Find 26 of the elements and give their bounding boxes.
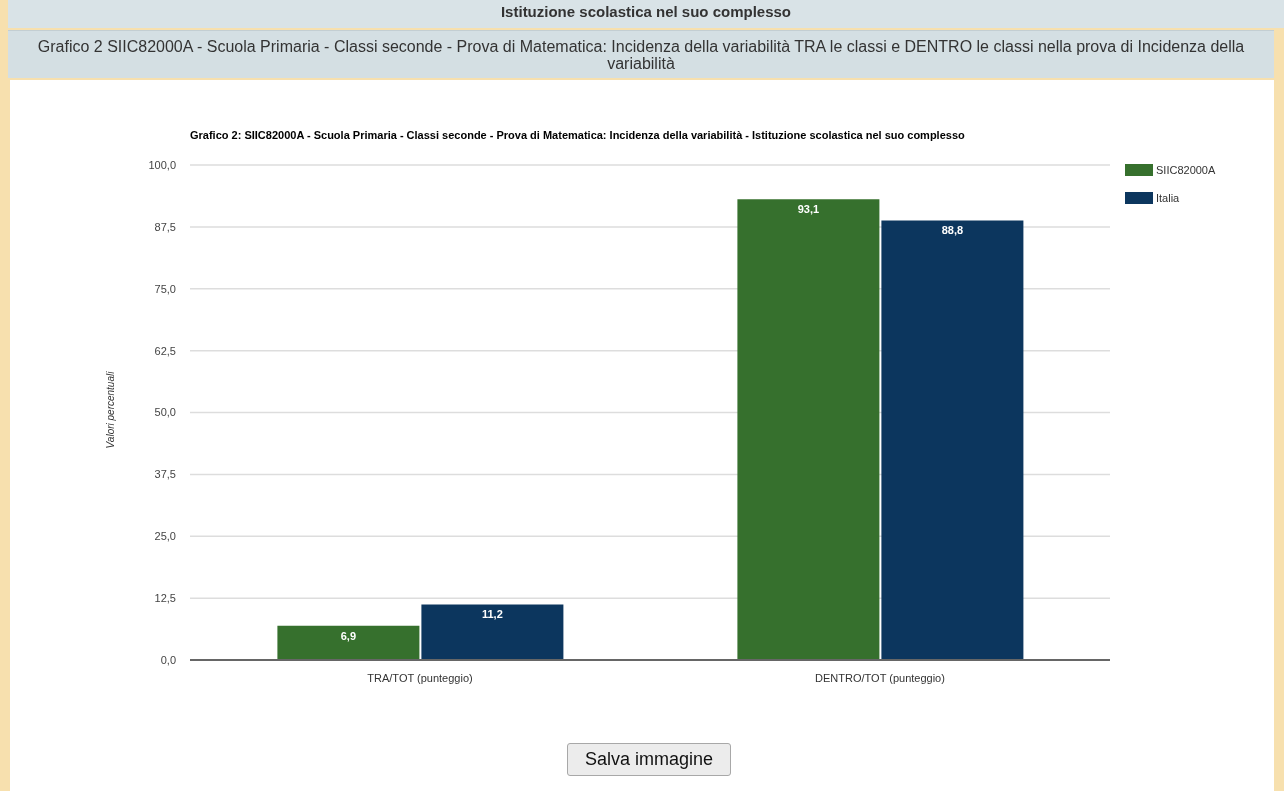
chart-title: Grafico 2: SIIC82000A - Scuola Primaria - Classi seconde - Prova di Matematica: Incidenza della variabilità - Istituzione scolastica nel suo complesso: [190, 129, 965, 141]
y-tick-label: 75,0: [154, 282, 176, 295]
bar: [737, 199, 880, 660]
save-image-button[interactable]: Salva immagine: [567, 743, 731, 776]
legend-label: SIIC82000A: [1156, 164, 1216, 176]
y-tick-label: 62,5: [154, 344, 176, 357]
x-tick-label: DENTRO/TOT (punteggio): [815, 671, 945, 684]
data-label: 6,9: [340, 629, 357, 642]
data-label: 93,1: [797, 202, 820, 215]
text: Istituzione scolastica nel suo complesso: [500, 3, 792, 20]
bar: [881, 220, 1024, 660]
y-tick-label: 12,5: [154, 592, 176, 605]
legend-label: Italia: [1156, 192, 1180, 204]
data-label: 88,8: [941, 224, 964, 237]
y-axis-title: Valori percentuali: [104, 371, 116, 449]
y-tick-label: 25,0: [154, 530, 176, 543]
x-tick-label: TRA/TOT (punteggio): [367, 671, 473, 684]
bar: [421, 604, 564, 660]
bar: [277, 625, 420, 660]
y-tick-label: 50,0: [154, 406, 176, 419]
y-tick-label: 0,0: [160, 653, 176, 666]
y-tick-label: 87,5: [154, 220, 176, 233]
y-tick-label: 100,0: [148, 158, 176, 171]
chart-subtitle: Grafico 2 SIIC82000A - Scuola Primaria - Classi seconde - Prova di Matematica: Incidenza della variabilità TRA le classi e DENTRO le classi nella prova di Incidenza della variabilità: [37, 38, 1245, 72]
y-tick-label: 37,5: [154, 468, 176, 481]
data-label: 11,2: [481, 608, 503, 621]
